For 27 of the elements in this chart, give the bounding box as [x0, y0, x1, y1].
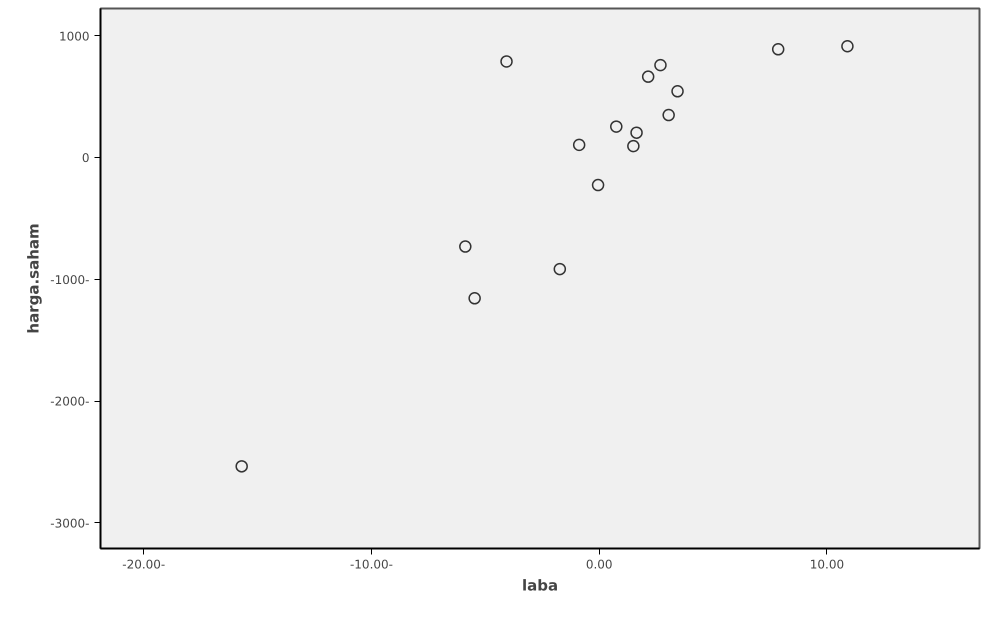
x-tick-label: 10.00	[810, 558, 844, 572]
point	[610, 120, 623, 133]
x-axis-title: laba	[522, 576, 558, 594]
point	[627, 140, 640, 152]
point	[772, 43, 784, 56]
y-tick-label: 1000	[58, 29, 90, 44]
point	[662, 108, 675, 122]
y-tick-label: -3000-	[50, 516, 90, 530]
point	[592, 178, 604, 192]
y-tick-label: 0	[82, 151, 90, 166]
point	[554, 262, 566, 276]
point	[671, 85, 684, 98]
point	[468, 292, 481, 305]
point	[654, 58, 667, 72]
x-tick-label: -10.00-	[350, 558, 393, 572]
point	[500, 55, 513, 68]
point	[642, 70, 654, 83]
y-axis-title: harga.saham	[24, 223, 42, 334]
y-tick-label: -1000-	[50, 272, 90, 287]
y-tick-label: -2000-	[50, 394, 90, 409]
point	[572, 138, 586, 152]
point	[235, 460, 248, 473]
point	[841, 40, 854, 52]
x-tick-label: 0.00	[586, 558, 613, 572]
point	[459, 240, 472, 253]
point	[630, 126, 643, 139]
x-tick-label: -20.00-	[122, 558, 166, 572]
